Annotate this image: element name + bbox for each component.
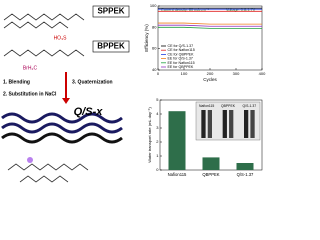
y-tick-label: 60 bbox=[152, 46, 157, 51]
step-label: 2. Substitution in NaCl bbox=[3, 91, 57, 97]
series-line bbox=[158, 26, 262, 29]
bar bbox=[202, 157, 220, 170]
legend-label: EE for Q/S-1.37 bbox=[168, 57, 193, 61]
vial bbox=[250, 110, 255, 138]
x-tick-label: 200 bbox=[207, 71, 214, 76]
bppek-box bbox=[92, 40, 130, 53]
y-tick-label: 40 bbox=[152, 67, 157, 72]
membrane-chain bbox=[1, 132, 123, 144]
sppek-chain bbox=[3, 13, 85, 29]
y-tick-label: 3 bbox=[156, 125, 159, 130]
series-line bbox=[158, 22, 262, 25]
legend-label: CE for Q/S-1.37 bbox=[168, 44, 194, 48]
bromide-label: BrH₂C bbox=[23, 65, 38, 71]
bppek-label: BPPEK bbox=[97, 42, 125, 51]
annotation: Voltage: 0.8-1.7V bbox=[226, 8, 256, 12]
product-label: Q/S-x bbox=[74, 106, 104, 118]
legend-label: EE for QBPPEK bbox=[168, 65, 194, 69]
annotation: Current density: 80 mA cm⁻² bbox=[161, 8, 210, 12]
series-line bbox=[158, 24, 262, 27]
scheme-background bbox=[0, 0, 138, 189]
x-tick-label: Q/S-1.37 bbox=[237, 172, 254, 177]
x-axis-label: Cycles bbox=[203, 77, 217, 82]
x-tick-label: 100 bbox=[181, 71, 188, 76]
vial bbox=[244, 110, 249, 138]
y-tick-label: 100 bbox=[150, 3, 157, 8]
vial bbox=[222, 110, 227, 138]
ion bbox=[27, 157, 33, 163]
vial bbox=[229, 110, 234, 138]
structure bbox=[7, 163, 89, 183]
y-axis-label: Water transport rate (mL day⁻¹) bbox=[147, 107, 152, 163]
y-tick-label: 80 bbox=[152, 24, 157, 29]
legend-label: CE for Nafion115 bbox=[168, 48, 195, 52]
legend-label: EE for Nafion115 bbox=[168, 61, 195, 65]
y-axis-label: Efficiency (%) bbox=[144, 24, 149, 52]
inset-label: QBPPEK bbox=[221, 104, 236, 108]
y-tick-label: 5 bbox=[156, 97, 159, 102]
sppek-label: SPPEK bbox=[97, 7, 124, 16]
y-tick-label: 4 bbox=[156, 111, 159, 116]
vial bbox=[201, 110, 206, 138]
step-label: 1. Blending bbox=[3, 79, 30, 85]
y-tick-label: 2 bbox=[156, 139, 159, 144]
bar bbox=[236, 163, 254, 170]
arrow-head bbox=[62, 98, 70, 104]
y-tick-label: 0 bbox=[156, 167, 159, 172]
x-tick-label: 300 bbox=[233, 71, 240, 76]
sulfonate-label: HO₃S bbox=[54, 35, 68, 41]
x-tick-label: 0 bbox=[157, 71, 160, 76]
scheme: SPPEK BPPEK HO₃S BrH₂C 1. Blending 2. Su… bbox=[0, 0, 138, 189]
legend-label: CE for QBPPEK bbox=[168, 52, 195, 56]
vial bbox=[207, 110, 212, 138]
y-tick-label: 1 bbox=[156, 153, 159, 158]
inset-label: Q/S-1.37 bbox=[243, 104, 257, 108]
graphical-abstract: SPPEK BPPEK HO₃S BrH₂C 1. Blending 2. Su… bbox=[0, 0, 266, 189]
x-tick-label: 400 bbox=[259, 71, 266, 76]
x-tick-label: Nafion115 bbox=[168, 172, 187, 177]
sppek-box bbox=[92, 5, 130, 18]
bar bbox=[168, 111, 186, 170]
x-tick-label: QBPPEK bbox=[202, 172, 219, 177]
bppek-chain bbox=[3, 49, 85, 57]
membrane-chain bbox=[1, 112, 123, 134]
inset-photo bbox=[195, 101, 261, 141]
step-label: 3. Quaternization bbox=[72, 79, 113, 85]
inset-label: Nafion115 bbox=[199, 104, 214, 108]
